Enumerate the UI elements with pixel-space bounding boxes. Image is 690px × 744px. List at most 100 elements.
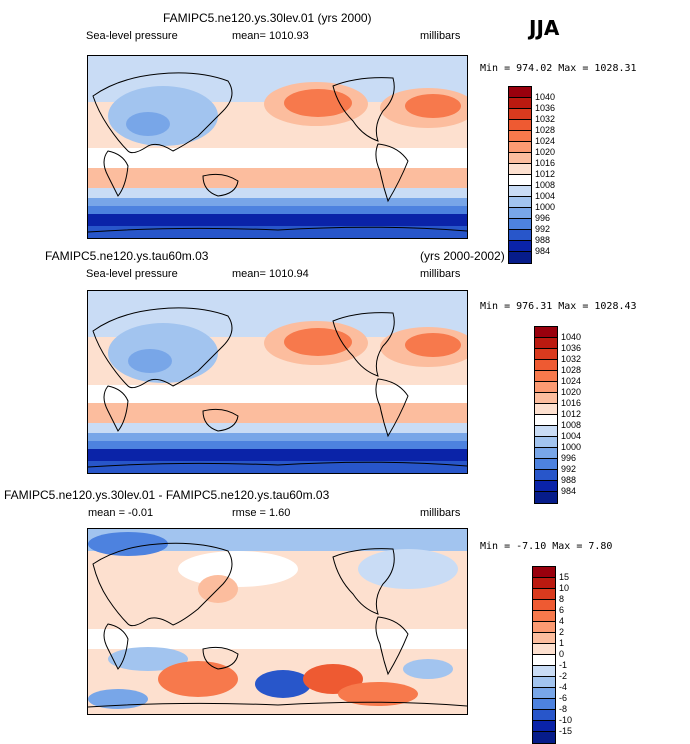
colorbar-tick: 1032: [535, 114, 556, 124]
colorbar-swatch: [509, 252, 531, 263]
colorbar-tick: 2: [559, 627, 565, 637]
colorbar-swatch: [533, 622, 555, 633]
colorbar-tick: -8: [559, 704, 568, 714]
colorbar-swatch: [533, 600, 555, 611]
colorbar-swatch: [509, 98, 531, 109]
colorbar-swatch: [509, 87, 531, 98]
colorbar-tick: 1016: [561, 398, 582, 408]
colorbar-swatch: [533, 611, 555, 622]
panel2-subtropical-ridge: [88, 403, 467, 423]
colorbar-tick: 1000: [561, 442, 582, 452]
colorbar-tick: 996: [561, 453, 577, 463]
colorbar-swatch: [533, 721, 555, 732]
panel3-south-indian-positive: [158, 661, 238, 697]
colorbar-swatch: [535, 338, 557, 349]
panel2-colorbar: [534, 326, 558, 504]
colorbar-tick: 1028: [561, 365, 582, 375]
colorbar-tick: 1012: [561, 409, 582, 419]
panel2-minmax-label: Min = 976.31 Max = 1028.43: [480, 301, 637, 312]
panel1-units-label: millibars: [420, 30, 461, 42]
panel2-pacific-high: [284, 328, 352, 356]
colorbar-tick: 1036: [535, 103, 556, 113]
panel2-azores-high: [405, 333, 461, 357]
colorbar-tick: 6: [559, 605, 565, 615]
colorbar-tick: 1008: [561, 420, 582, 430]
colorbar-tick: 8: [559, 594, 565, 604]
colorbar-swatch: [509, 230, 531, 241]
colorbar-tick: -4: [559, 682, 568, 692]
panel3-south-pacific-negative: [255, 670, 311, 698]
colorbar-swatch: [509, 153, 531, 164]
colorbar-swatch: [533, 710, 555, 721]
colorbar-swatch: [535, 404, 557, 415]
season-label: JJA: [529, 16, 560, 40]
colorbar-tick: 1016: [535, 158, 556, 168]
panel1-map: [87, 55, 468, 239]
panel3-title: FAMIPC5.ne120.ys.30lev.01 - FAMIPC5.ne12…: [4, 488, 330, 502]
panel2-mean-label: mean= 1010.94: [232, 268, 309, 280]
panel3-minmax-label: Min = -7.10 Max = 7.80: [480, 541, 613, 552]
colorbar-swatch: [509, 197, 531, 208]
panel3-mean-label: mean = -0.01: [88, 507, 154, 519]
colorbar-swatch: [509, 164, 531, 175]
colorbar-swatch: [509, 109, 531, 120]
colorbar-swatch: [533, 644, 555, 655]
colorbar-tick: 996: [535, 213, 551, 223]
colorbar-swatch: [533, 666, 555, 677]
panel3-units-label: millibars: [420, 507, 461, 519]
colorbar-tick: 1028: [535, 125, 556, 135]
colorbar-tick: 15: [559, 572, 570, 582]
panel1-colorbar-labels: 1040 1036 1032 1028 1024 1020 1016 1012 1008…: [535, 92, 555, 257]
colorbar-tick: 992: [561, 464, 577, 474]
panel1-coastlines: [88, 72, 467, 233]
colorbar-swatch: [535, 481, 557, 492]
colorbar-swatch: [535, 349, 557, 360]
panel1-mean-label: mean= 1010.93: [232, 30, 309, 42]
colorbar-tick: 1024: [535, 136, 556, 146]
panel2-coastlines: [88, 307, 467, 468]
colorbar-tick: 1: [559, 638, 565, 648]
panel1-title: FAMIPC5.ne120.ys.30lev.01 (yrs 2000): [163, 11, 372, 25]
colorbar-swatch: [535, 492, 557, 503]
colorbar-swatch: [509, 131, 531, 142]
colorbar-swatch: [533, 688, 555, 699]
colorbar-tick: 992: [535, 224, 551, 234]
colorbar-swatch: [509, 120, 531, 131]
panel3-coastlines: [88, 542, 467, 708]
panel1-asian-low-core: [126, 112, 170, 136]
colorbar-tick: 1008: [535, 180, 556, 190]
panel3-rmse-label: rmse = 1.60: [232, 507, 291, 519]
panel3-colorbar: [532, 566, 556, 744]
colorbar-tick: 1040: [535, 92, 556, 102]
colorbar-swatch: [533, 633, 555, 644]
colorbar-swatch: [535, 371, 557, 382]
panel2-variable-label: Sea-level pressure: [86, 268, 178, 280]
panel1-colorbar: [508, 86, 532, 264]
colorbar-swatch: [509, 208, 531, 219]
colorbar-tick: 1020: [535, 147, 556, 157]
colorbar-tick: 1032: [561, 354, 582, 364]
panel1-subtropical-ridge: [88, 168, 467, 188]
panel2-asian-low-core: [128, 349, 172, 373]
colorbar-swatch: [533, 699, 555, 710]
colorbar-swatch: [535, 382, 557, 393]
colorbar-swatch: [509, 219, 531, 230]
colorbar-swatch: [509, 142, 531, 153]
colorbar-swatch: [535, 360, 557, 371]
colorbar-tick: 1012: [535, 169, 556, 179]
colorbar-swatch: [535, 459, 557, 470]
panel2-southern-trough: [88, 449, 467, 461]
colorbar-tick: 10: [559, 583, 570, 593]
colorbar-tick: -2: [559, 671, 568, 681]
panel1-variable-label: Sea-level pressure: [86, 30, 178, 42]
colorbar-tick: 1024: [561, 376, 582, 386]
colorbar-swatch: [509, 241, 531, 252]
colorbar-swatch: [535, 415, 557, 426]
colorbar-tick: 1000: [535, 202, 556, 212]
colorbar-tick: -1: [559, 660, 568, 670]
colorbar-swatch: [535, 448, 557, 459]
colorbar-tick: 1004: [535, 191, 556, 201]
colorbar-tick: 984: [561, 486, 577, 496]
colorbar-swatch: [533, 655, 555, 666]
